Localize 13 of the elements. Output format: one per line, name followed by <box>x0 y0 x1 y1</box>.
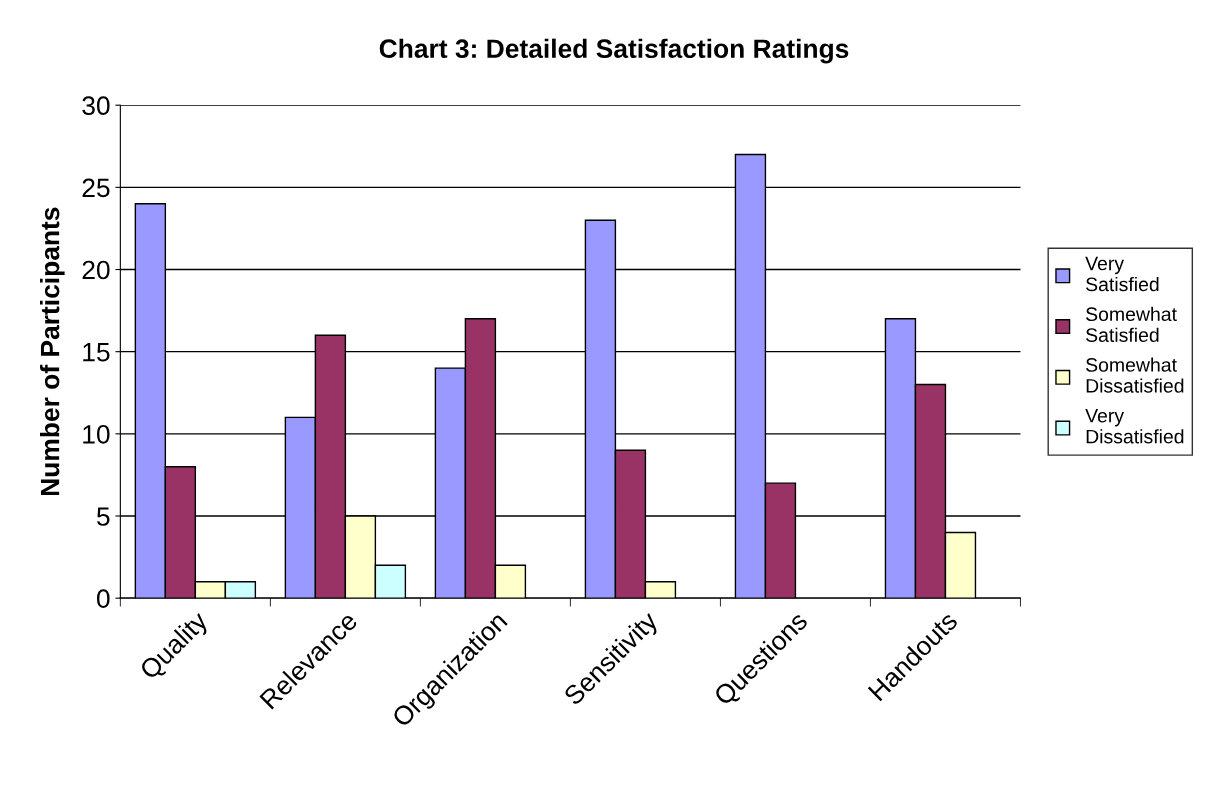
y-tick-label: 25 <box>82 178 110 198</box>
legend-label: Somewhat Dissatisfied <box>1086 357 1184 393</box>
chart-title: Chart 3: Detailed Satisfaction Ratings <box>379 38 849 64</box>
y-axis-title: Number of Participants <box>40 207 65 496</box>
y-tick-label: 0 <box>96 589 110 608</box>
legend-label: Very Dissatisfied <box>1085 408 1184 444</box>
y-tick-label: 20 <box>82 260 110 280</box>
y-tick-label: 15 <box>83 343 110 362</box>
y-tick-label: 30 <box>82 96 110 116</box>
legend-label: Very Satisfied <box>1085 256 1159 292</box>
y-tick-label: 5 <box>97 507 110 526</box>
y-tick-label: 10 <box>83 424 110 444</box>
legend-label: Somewhat Satisfied <box>1086 306 1177 342</box>
